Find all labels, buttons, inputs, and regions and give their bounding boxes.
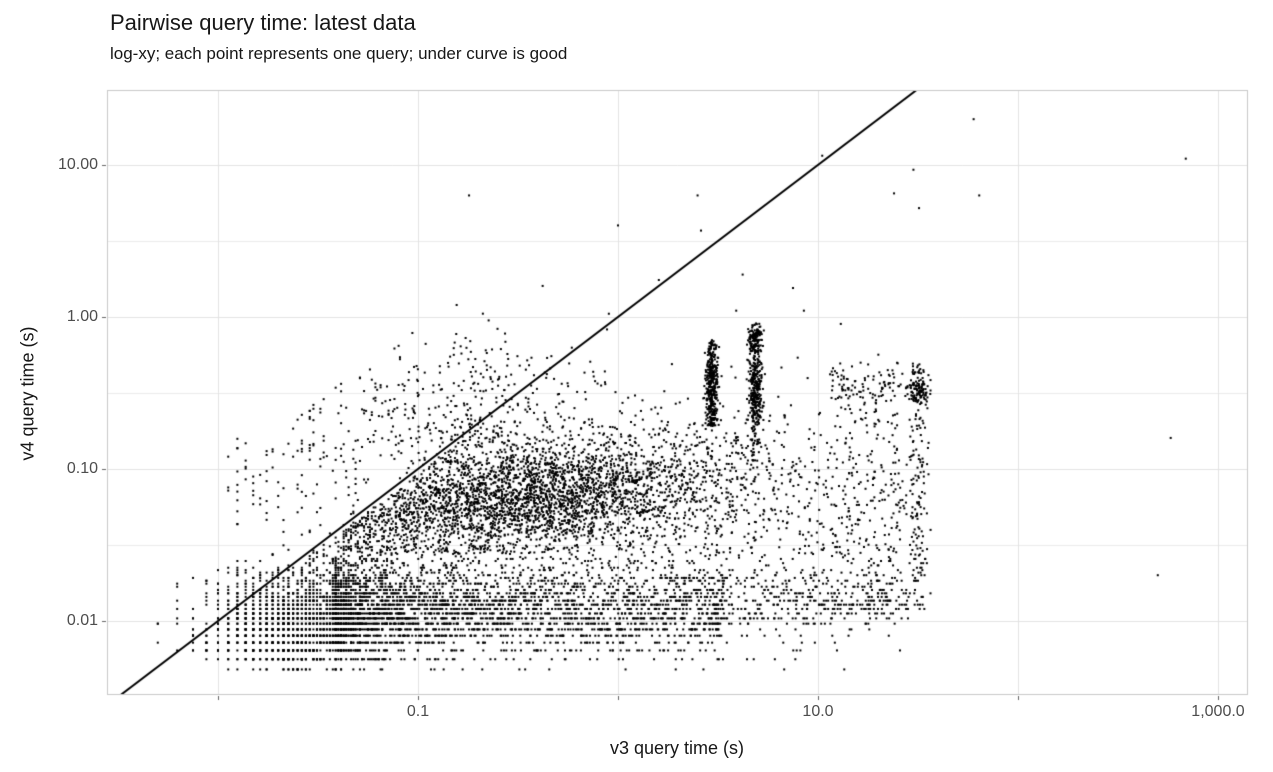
y-tick-label: 0.10: [66, 459, 98, 477]
y-tick-label: 1.00: [66, 307, 98, 325]
x-tick-label: 10.0: [802, 703, 834, 720]
x-axis-title: v3 query time (s): [609, 738, 745, 758]
y-axis-title: v4 query time (s): [17, 326, 38, 461]
y-tick-label: 10.00: [57, 155, 98, 173]
chart-title: Pairwise query time: latest data: [110, 10, 416, 35]
y-tick-label: 0.01: [66, 611, 98, 629]
chart-subtitle: log-xy; each point represents one query;…: [110, 44, 568, 63]
x-tick-label: 0.1: [406, 703, 430, 720]
x-tick-label: 1,000.0: [1191, 703, 1245, 720]
